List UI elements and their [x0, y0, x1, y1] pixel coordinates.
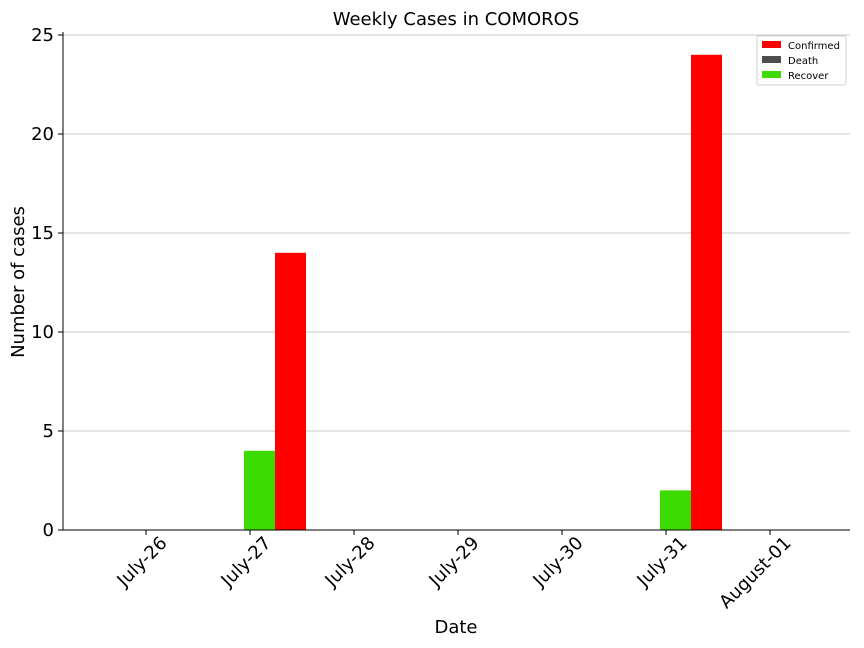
- y-tick-label: 15: [31, 223, 54, 244]
- y-tick-label: 20: [31, 124, 54, 145]
- bar-recover: [660, 490, 691, 530]
- legend-label-confirmed: Confirmed: [788, 41, 840, 52]
- y-tick-label: 5: [43, 421, 54, 442]
- legend-swatch-recover: [762, 71, 781, 78]
- legend-swatch-confirmed: [762, 41, 781, 48]
- legend: Confirmed Death Recover: [756, 35, 847, 86]
- chart-title: Weekly Cases in COMOROS: [333, 9, 580, 30]
- legend-label-death: Death: [788, 56, 818, 67]
- x-tick-label: July-31: [633, 533, 692, 592]
- y-tick-label: 0: [43, 520, 54, 541]
- y-tick-label: 25: [31, 25, 54, 46]
- y-tick-labels: 0 5 10 15 20 25: [31, 25, 54, 541]
- x-tick-labels: July-26 July-27 July-28 July-29 July-30 July-…: [113, 533, 796, 613]
- x-tick-label: July-27: [217, 533, 276, 592]
- bar-recover: [244, 450, 275, 530]
- legend-label-recover: Recover: [788, 71, 829, 82]
- y-axis-title: Number of cases: [8, 206, 29, 358]
- x-tick-label: July-26: [113, 533, 172, 592]
- axes: [58, 32, 850, 535]
- x-tick-label: July-29: [425, 533, 484, 592]
- bar-confirmed: [275, 252, 306, 531]
- y-tick-label: 10: [31, 322, 54, 343]
- bar-confirmed: [691, 54, 722, 531]
- gridlines: [63, 34, 850, 432]
- x-tick-label: July-28: [321, 533, 380, 592]
- x-axis-title: Date: [434, 617, 477, 638]
- bars: [244, 54, 722, 531]
- x-tick-label: July-30: [529, 533, 588, 592]
- legend-swatch-death: [762, 56, 781, 63]
- x-tick-label: August-01: [715, 533, 795, 613]
